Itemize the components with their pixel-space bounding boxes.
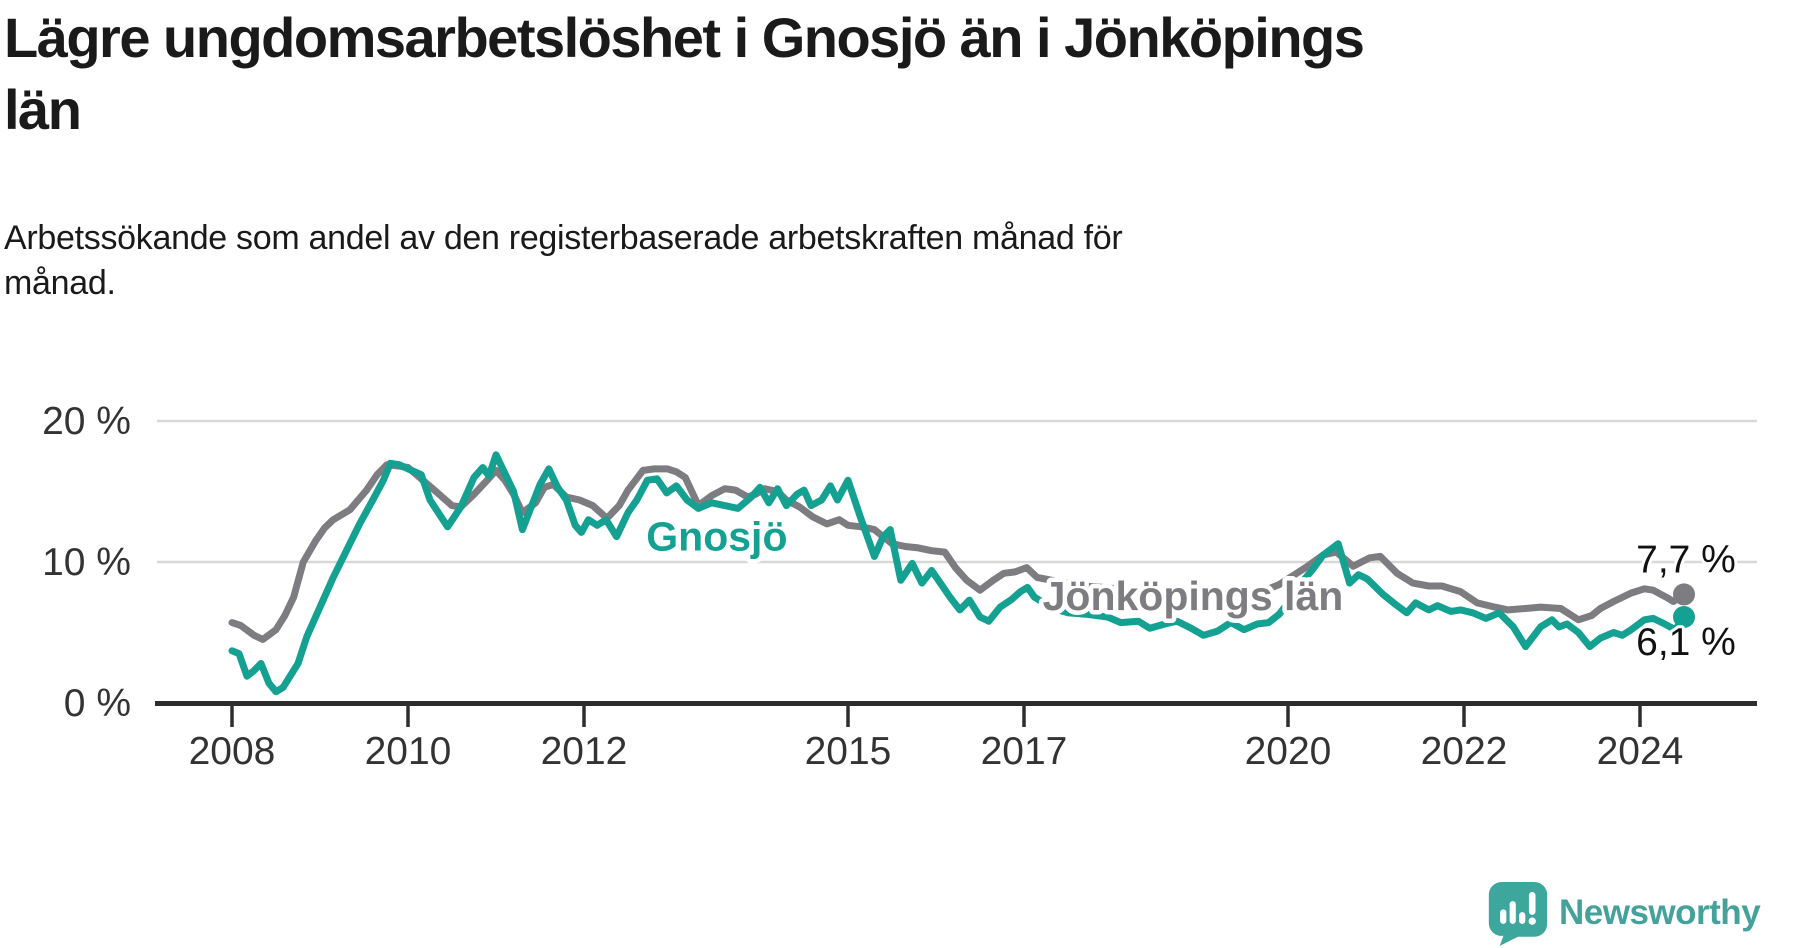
x-axis-labels: 2008 2010 2012 2015 2017 2020 2022 2024 bbox=[189, 730, 1684, 773]
series-line-gnosjo bbox=[228, 451, 1688, 696]
bar-chart-bar-2 bbox=[1509, 901, 1516, 924]
series-inline-labels: Jönköpings län Gnosjö bbox=[642, 509, 1348, 623]
y-tick-label-0: 0 % bbox=[64, 682, 131, 725]
end-dot-jonkopings-lan bbox=[1673, 583, 1695, 606]
end-value-label-gnosjo: 6,1 % bbox=[1636, 621, 1736, 664]
page-title-line-2: län bbox=[4, 78, 82, 141]
chart-subtitle: Arbetssökande som andel av den registerb… bbox=[4, 216, 1123, 306]
x-tick-label-2012: 2012 bbox=[541, 730, 628, 773]
x-tick-label-2010: 2010 bbox=[365, 730, 452, 773]
x-tick-label-2015: 2015 bbox=[805, 730, 892, 773]
series-line-jonkopings-lan bbox=[228, 461, 1688, 643]
speech-bubble-shape bbox=[1488, 882, 1548, 946]
series-label-jonkopings-lan: Jönköpings län bbox=[1043, 573, 1344, 619]
chart-subtitle-line-1: Arbetssökande som andel av den registerb… bbox=[4, 219, 1123, 257]
page-title: Lägre ungdomsarbetslöshet i Gnosjö än i … bbox=[4, 2, 1365, 146]
x-tick-label-2017: 2017 bbox=[981, 730, 1068, 773]
bar-chart-bar-1 bbox=[1500, 909, 1507, 924]
y-tick-label-20: 20 % bbox=[42, 400, 131, 443]
end-dot-gnosjo bbox=[1673, 605, 1695, 628]
y-axis-labels: 0 % 10 % 20 % bbox=[42, 400, 131, 725]
x-tick-label-2022: 2022 bbox=[1421, 730, 1508, 773]
y-tick-label-10: 10 % bbox=[42, 541, 131, 584]
exclamation-bar bbox=[1528, 892, 1536, 915]
x-axis bbox=[155, 701, 1757, 727]
x-tick-label-2008: 2008 bbox=[189, 730, 276, 773]
x-tick-label-2024: 2024 bbox=[1597, 730, 1684, 773]
exclamation-dot bbox=[1528, 917, 1536, 925]
series-label-gnosjo: Gnosjö bbox=[646, 514, 787, 560]
chart-subtitle-line-2: månad. bbox=[4, 264, 116, 302]
bar-chart-bar-3 bbox=[1519, 912, 1526, 924]
newsworthy-logo-text: Newsworthy bbox=[1559, 893, 1761, 932]
series-lines bbox=[228, 451, 1688, 696]
end-value-label-jonkopings-lan: 7,7 % bbox=[1636, 538, 1736, 581]
x-tick-label-2020: 2020 bbox=[1245, 730, 1332, 773]
newsworthy-logo-icon bbox=[1488, 882, 1548, 946]
series-end-dots bbox=[1673, 583, 1695, 628]
gridlines bbox=[157, 419, 1757, 564]
newsworthy-logo[interactable]: Newsworthy bbox=[1487, 880, 1761, 946]
page-title-line-1: Lägre ungdomsarbetslöshet i Gnosjö än i … bbox=[4, 6, 1365, 69]
end-value-labels: 7,7 % 6,1 % bbox=[1633, 535, 1739, 667]
